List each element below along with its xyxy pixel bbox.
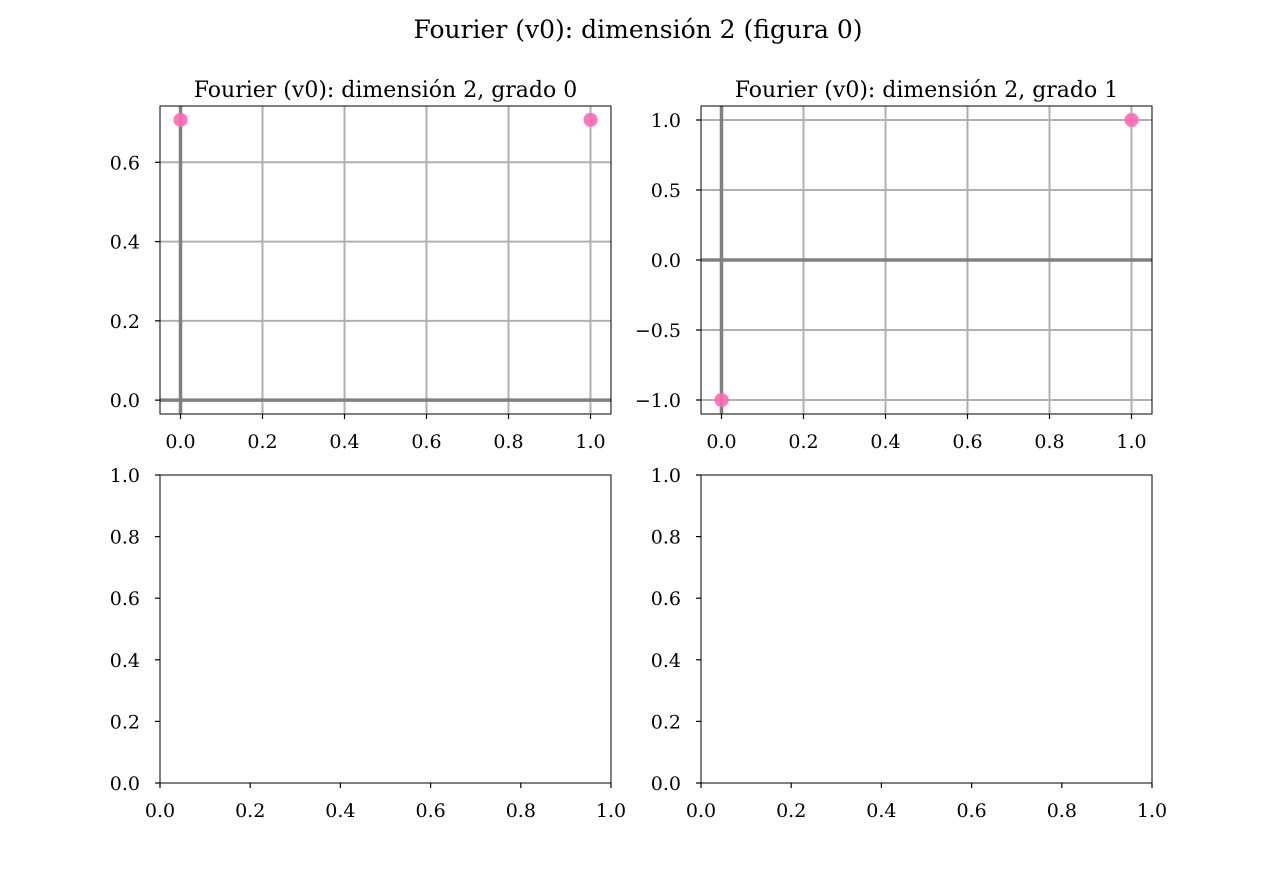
y-tick-label: 0.0	[651, 773, 681, 795]
data-point	[1124, 113, 1139, 127]
y-tick-label: 0.2	[651, 711, 681, 733]
x-tick-label: 0.8	[1047, 800, 1077, 822]
x-tick-label: 0.2	[788, 431, 818, 453]
subplot-1: 0.0 0.2 0.4 0.6 0.8 1.0 0.0 0.2 0.4 0.6 Fourier (v…	[110, 78, 612, 453]
y-tick-label: 0.2	[110, 711, 140, 733]
y-tick-label: 0.6	[651, 588, 681, 610]
y-tick-label: 0.6	[110, 588, 140, 610]
x-tick-label: 0.6	[411, 431, 441, 453]
x-tick-label: 0.8	[506, 800, 536, 822]
y-tick-label: 0.8	[110, 527, 140, 549]
y-tick-label: 0.0	[651, 250, 681, 272]
data-point	[583, 112, 598, 127]
x-tick-label: 0.6	[952, 431, 982, 453]
y-tick-label: 0.8	[651, 527, 681, 549]
y-tick-label: 0.4	[110, 650, 140, 672]
y-tick-label: −0.5	[635, 320, 681, 342]
y-tick-label: 0.2	[110, 311, 140, 333]
x-tick-label: 0.2	[776, 800, 806, 822]
y-tick-label: 0.0	[110, 390, 140, 412]
x-tick-label: 0.2	[235, 800, 265, 822]
x-tick-label: 0.4	[325, 800, 355, 822]
x-tick-label: 0.0	[686, 800, 716, 822]
subplot-grid: 0.0 0.2 0.4 0.6 0.8 1.0 0.0 0.2 0.4 0.6 Fourier (v…	[110, 78, 1167, 822]
x-tick-label: 1.0	[596, 800, 626, 822]
figure-title: Fourier (v0): dimensión 2 (figura 0)	[413, 15, 862, 44]
axes-frame	[700, 474, 1153, 784]
axes-frame	[159, 105, 612, 415]
subplot-title: Fourier (v0): dimensión 2, grado 0	[194, 78, 577, 103]
x-tick-label: 0.2	[247, 431, 277, 453]
subplot-title: Fourier (v0): dimensión 2, grado 1	[735, 78, 1118, 103]
y-tick-label: 1.0	[651, 110, 681, 132]
subplot-3: 0.0 0.2 0.4 0.6 0.8 1.0 0.0 0.2 0.4 0.6 0.8 1.0	[110, 465, 626, 822]
x-tick-label: 1.0	[1137, 800, 1167, 822]
y-tick-label: −1.0	[635, 390, 681, 412]
y-tick-label: 1.0	[651, 465, 681, 487]
x-tick-label: 0.4	[866, 800, 896, 822]
y-tick-label: 0.5	[651, 180, 681, 202]
x-tick-label: 0.8	[1034, 431, 1064, 453]
x-tick-label: 0.4	[329, 431, 359, 453]
x-tick-label: 0.0	[165, 431, 195, 453]
x-tick-label: 1.0	[575, 431, 605, 453]
x-tick-label: 0.0	[145, 800, 175, 822]
x-tick-label: 0.8	[493, 431, 523, 453]
x-tick-label: 0.6	[956, 800, 986, 822]
data-point	[173, 112, 188, 127]
axes-frame	[159, 474, 612, 784]
x-tick-label: 0.0	[706, 431, 736, 453]
y-tick-label: 0.4	[110, 232, 140, 254]
y-tick-label: 0.0	[110, 773, 140, 795]
y-tick-label: 0.4	[651, 650, 681, 672]
x-tick-label: 1.0	[1116, 431, 1146, 453]
data-point	[714, 393, 729, 407]
y-tick-label: 0.6	[110, 152, 140, 174]
subplot-4: 0.0 0.2 0.4 0.6 0.8 1.0 0.0 0.2 0.4 0.6 0.8 1.0	[651, 465, 1167, 822]
y-tick-label: 1.0	[110, 465, 140, 487]
subplot-2: 0.0 0.2 0.4 0.6 0.8 1.0 −1.0 −0.5 0.0 0.5 1.0 Fouri…	[635, 78, 1153, 453]
x-tick-label: 0.6	[415, 800, 445, 822]
x-tick-label: 0.4	[870, 431, 900, 453]
